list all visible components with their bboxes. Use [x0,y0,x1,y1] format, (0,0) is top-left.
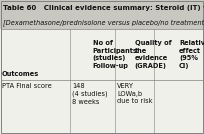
Text: No of
Participants
(studies)
Follow-up: No of Participants (studies) Follow-up [93,40,138,69]
Bar [0,29,204,80]
Text: PTA Final score: PTA Final score [2,83,52,89]
Text: 148
(4 studies)
8 weeks: 148 (4 studies) 8 weeks [72,83,108,105]
Text: Relativ
effect
(95%
CI): Relativ effect (95% CI) [179,40,204,69]
Text: VERY
LOWa,b
due to risk: VERY LOWa,b due to risk [117,83,153,104]
Text: Outcomes: Outcomes [2,71,39,77]
Text: [Dexamethasone/prednisolone versus placebo/no treatment: [Dexamethasone/prednisolone versus place… [3,19,204,26]
Text: Quality of
the
evidence
(GRADE): Quality of the evidence (GRADE) [135,40,171,69]
Bar [0,80,204,134]
Text: Table 60   Clinical evidence summary: Steroid (IT) versus pl: Table 60 Clinical evidence summary: Ster… [3,5,204,11]
Bar [0,0,204,29]
